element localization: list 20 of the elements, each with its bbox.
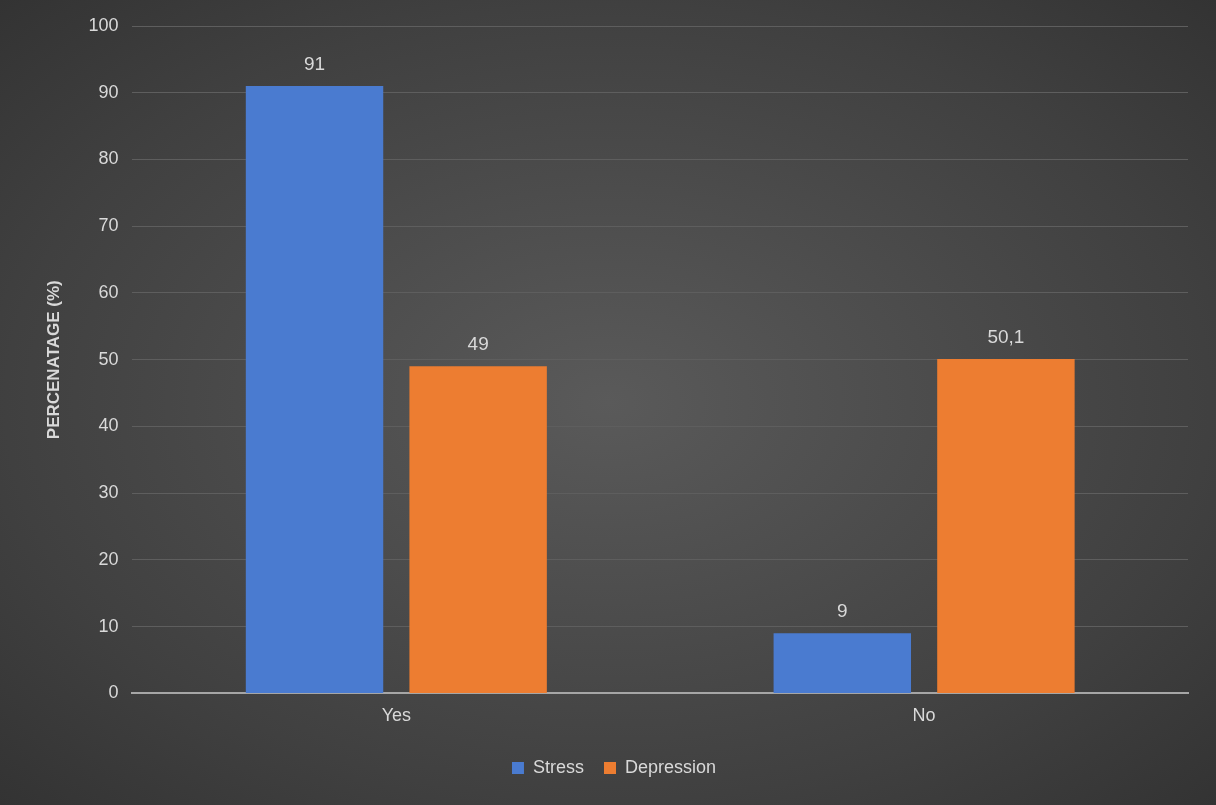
data-label: 9 [837,600,848,622]
y-tick-label: 80 [98,148,119,169]
x-tick-label: No [912,705,936,726]
y-axis-title: PERCENATAGE (%) [43,280,63,440]
y-tick-label: 100 [88,14,119,35]
x-tick-label: Yes [381,705,412,726]
data-label: 50,1 [987,325,1025,347]
y-tick-label: 90 [98,81,119,102]
data-label: 91 [303,52,326,74]
y-tick-label: 10 [98,615,119,636]
y-tick-label: 30 [98,482,119,503]
y-tick-label: 40 [98,415,119,436]
y-tick-label: 0 [108,682,119,703]
y-tick-label: 50 [98,348,119,369]
y-tick-label: 60 [98,281,119,302]
y-tick-label: 20 [98,548,119,569]
legend-label: Depression [624,756,717,777]
legend-label: Stress [532,756,584,777]
data-label: 49 [467,333,489,355]
y-tick-label: 70 [98,215,119,236]
